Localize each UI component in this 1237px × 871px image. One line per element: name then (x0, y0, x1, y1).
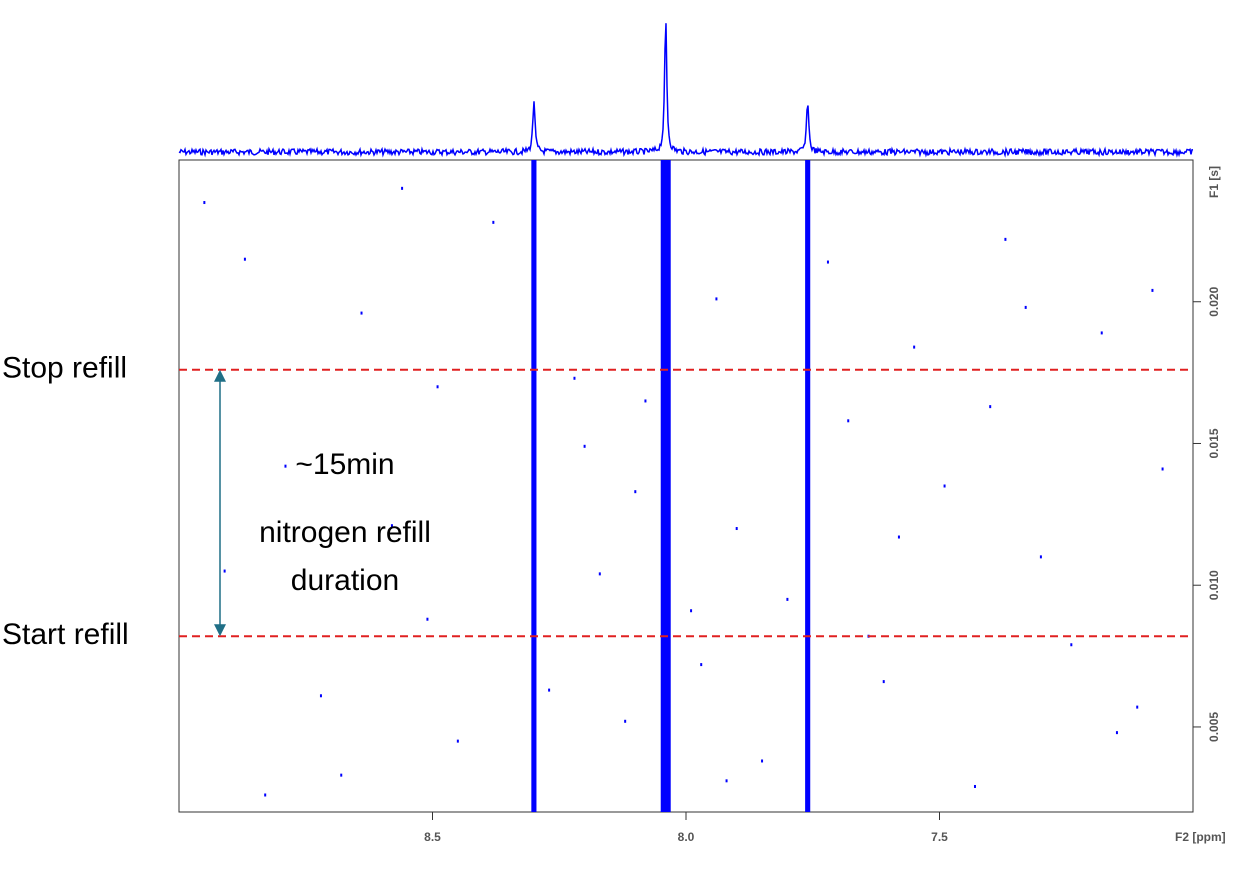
noise-point (1115, 731, 1118, 735)
noise-point (319, 694, 322, 698)
noise-point (786, 597, 789, 601)
projection-spectrum (178, 23, 1194, 158)
reference-label: Stop refill (2, 352, 127, 385)
noise-point (1151, 288, 1154, 292)
y-tick-label: 0.015 (1207, 428, 1221, 458)
peak-trace (531, 160, 537, 812)
x-axis-label: F2 [ppm] (1175, 830, 1226, 844)
noise-point (725, 779, 728, 783)
interval-note: nitrogen refill (259, 516, 431, 549)
peak-trace (660, 160, 671, 812)
x-tick-label: 8.0 (678, 830, 695, 844)
noise-point (492, 220, 495, 224)
noise-point (390, 524, 393, 528)
noise-point (426, 617, 429, 621)
noise-point (735, 527, 738, 531)
noise-point (456, 739, 459, 743)
noise-point (340, 773, 343, 777)
noise-point (243, 257, 246, 261)
noise-point (644, 399, 647, 403)
arrow-head (214, 624, 226, 637)
noise-point (634, 490, 637, 494)
noise-point (203, 201, 206, 205)
interval-label: ~15min (295, 448, 394, 481)
reference-label: Start refill (2, 618, 129, 651)
noise-point (700, 663, 703, 667)
noise-point (264, 793, 267, 797)
noise-point (401, 186, 404, 190)
interval-note: duration (291, 564, 399, 597)
y-tick-label: 0.020 (1207, 286, 1221, 316)
arrow-head (214, 369, 226, 382)
noise-point (1004, 237, 1007, 241)
noise-point (882, 680, 885, 684)
noise-point (1136, 705, 1139, 709)
y-axis-label: F1 [s] (1207, 166, 1221, 198)
noise-point (690, 609, 693, 613)
peak-trace (805, 160, 811, 812)
noise-point (624, 719, 627, 723)
noise-point (847, 419, 850, 423)
noise-point (761, 759, 764, 763)
noise-point (897, 535, 900, 539)
noise-point (973, 784, 976, 788)
noise-point (436, 385, 439, 389)
x-tick-label: 7.5 (931, 830, 948, 844)
noise-point (1039, 555, 1042, 559)
noise-point (598, 572, 601, 576)
noise-point (1100, 331, 1103, 335)
noise-point (943, 484, 946, 488)
noise-point (548, 688, 551, 692)
noise-point (284, 464, 287, 468)
plot-frame (178, 159, 1194, 813)
noise-point (1070, 643, 1073, 647)
y-tick-label: 0.005 (1207, 712, 1221, 742)
noise-point (1024, 305, 1027, 309)
noise-point (223, 569, 226, 573)
noise-point (1161, 467, 1164, 471)
noise-point (826, 260, 829, 264)
noise-point (913, 345, 916, 349)
noise-point (573, 376, 576, 380)
noise-point (715, 297, 718, 301)
noise-point (583, 444, 586, 448)
x-tick-label: 8.5 (424, 830, 441, 844)
noise-point (989, 405, 992, 409)
y-tick-label: 0.010 (1207, 570, 1221, 600)
noise-point (360, 311, 363, 315)
